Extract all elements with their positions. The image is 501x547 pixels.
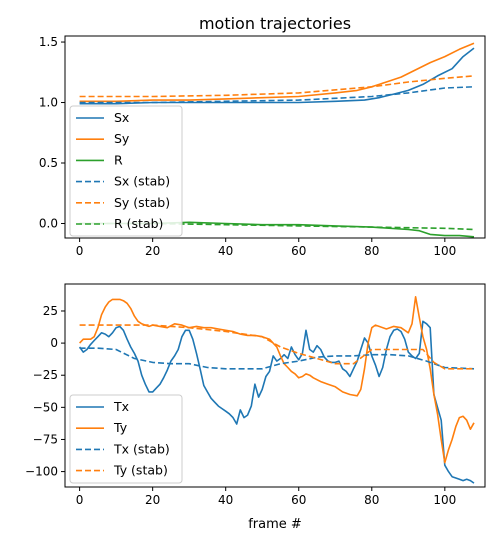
top-chart-xtick-label-3: 60 [291,244,306,258]
top-chart-legend-label-3: Sx (stab) [114,174,170,189]
bottom-chart-ytick-label-0: −100 [25,465,58,479]
top-chart-xtick-label-4: 80 [364,244,379,258]
bottom-chart-series-line-2 [79,347,475,370]
bottom-chart-xtick-label-3: 60 [291,493,306,507]
top-chart-frame [64,35,486,239]
bottom-chart-series-line-0 [78,320,475,484]
bottom-chart: 0 20 40 60 80 100 −100 −75 −50 −25 0 25 Tx Ty Tx (st… [25,283,486,507]
top-chart-legend: Sx Sy R Sx (stab) Sy (stab) R (stab) [69,105,183,237]
top-chart-xticks: 0 20 40 60 80 100 [76,238,456,258]
bottom-chart-xtick-label-4: 80 [364,493,379,507]
top-chart-ytick-label-3: 1.5 [39,35,58,49]
top-chart-series-line-3 [79,86,475,104]
bottom-chart-legend-label-0: Tx [113,399,129,414]
top-chart-title: motion trajectories [199,14,351,33]
x-axis-label: frame # [248,517,302,532]
top-chart-series-line-1 [79,42,475,103]
bottom-chart-ytick-label-2: −50 [33,400,58,414]
bottom-chart-legend-label-3: Ty (stab) [113,463,168,478]
top-chart-legend-label-0: Sx [114,110,129,125]
bottom-chart-ytick-label-1: −75 [33,432,58,446]
top-chart-legend-label-1: Sy [114,131,130,146]
bottom-chart-series-line-3 [79,324,474,370]
bottom-chart-xtick-label-1: 20 [145,493,160,507]
bottom-chart-legend-box [69,394,183,484]
top-chart-ytick-label-2: 1.0 [39,96,58,110]
top-chart-ytick-label-1: 0.5 [39,156,58,170]
bottom-chart-xtick-label-0: 0 [76,493,84,507]
top-chart-yticks: 0.0 0.5 1.0 1.5 [39,35,65,230]
bottom-chart-frame [64,283,486,488]
bottom-chart-ytick-label-3: −25 [33,368,58,382]
bottom-chart-series-line-1 [79,296,475,464]
top-chart-ytick-label-0: 0.0 [39,216,58,230]
top-chart-legend-label-5: R (stab) [114,216,163,231]
top-chart-legend-label-2: R [114,152,123,167]
top-chart: motion trajectories 0 20 40 60 80 100 0.0 0.5 1… [39,14,486,258]
top-chart-xtick-label-2: 40 [218,244,233,258]
bottom-chart-yticks: −100 −75 −50 −25 0 25 [25,304,65,479]
top-chart-series-line-4 [79,75,475,98]
top-chart-xtick-label-0: 0 [76,244,84,258]
top-chart-xtick-label-1: 20 [145,244,160,258]
bottom-chart-ytick-label-5: 25 [43,304,58,318]
top-chart-xtick-label-5: 100 [433,244,456,258]
top-chart-series-line-0 [79,47,475,105]
bottom-chart-legend-label-1: Ty [113,420,128,435]
bottom-chart-series [78,296,475,484]
bottom-chart-xticks: 0 20 40 60 80 100 [76,487,456,507]
bottom-chart-xtick-label-2: 40 [218,493,233,507]
bottom-chart-ytick-label-4: 0 [50,336,58,350]
bottom-chart-legend-label-2: Tx (stab) [113,441,170,456]
bottom-chart-legend: Tx Ty Tx (stab) Ty (stab) [69,394,183,484]
bottom-chart-xtick-label-5: 100 [433,493,456,507]
top-chart-legend-label-4: Sy (stab) [114,195,170,210]
